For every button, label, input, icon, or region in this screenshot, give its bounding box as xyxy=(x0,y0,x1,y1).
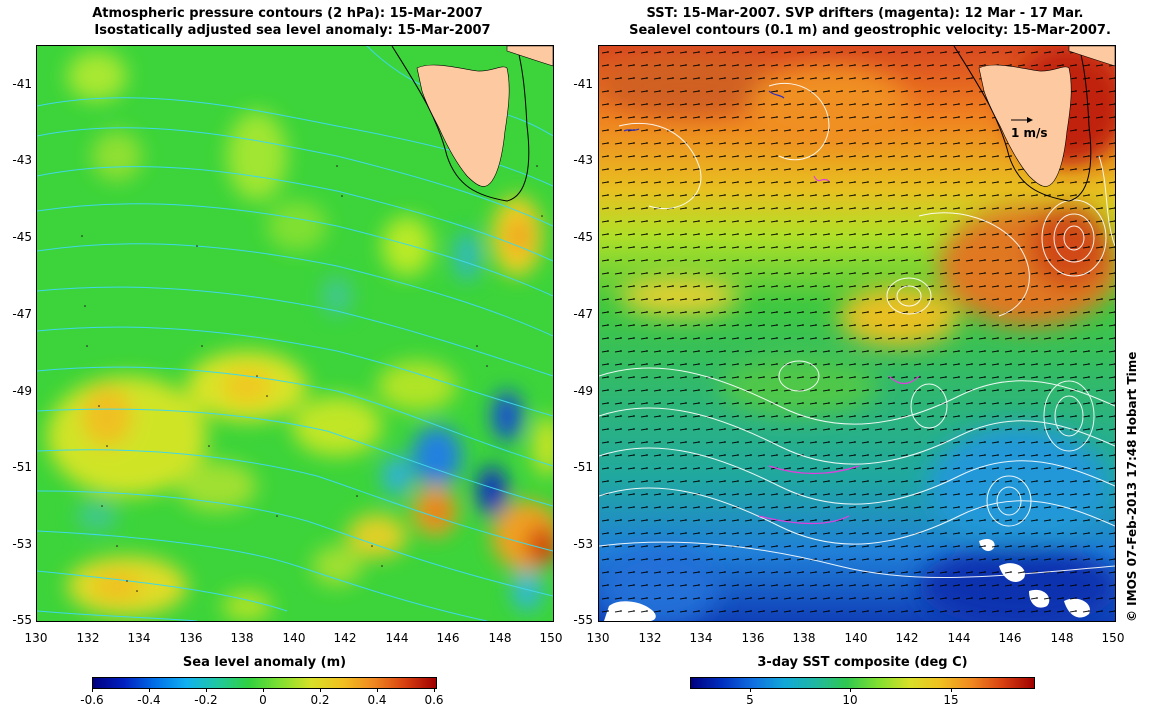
right-y-tick: -51 xyxy=(573,460,593,474)
sealevel-contours xyxy=(599,82,1115,579)
left-x-tick: 150 xyxy=(539,631,563,645)
left-x-tick: 130 xyxy=(24,631,48,645)
right-x-tick: 144 xyxy=(947,631,971,645)
left-x-tick: 148 xyxy=(488,631,512,645)
right-x-tick: 140 xyxy=(844,631,868,645)
left-y-tick: -51 xyxy=(12,460,32,474)
left-x-tick: 144 xyxy=(385,631,409,645)
right-x-tick: 146 xyxy=(998,631,1022,645)
left-y-tick: -53 xyxy=(12,537,32,551)
right-y-tick: -49 xyxy=(573,384,593,398)
tasmania-land-right xyxy=(978,64,1072,187)
left-x-tick: 134 xyxy=(127,631,151,645)
copyright-notice: © IMOS 07-Feb-2013 17:48 Hobart Time xyxy=(1125,351,1139,622)
mainland-land-right xyxy=(1068,46,1115,67)
right-y-tick: -53 xyxy=(573,537,593,551)
right-colorbar-label: 15 xyxy=(943,693,959,707)
pressure-contours xyxy=(37,46,553,621)
right-x-tick: 150 xyxy=(1101,631,1125,645)
left-title-line1: Atmospheric pressure contours (2 hPa): 1… xyxy=(92,6,483,21)
right-y-tick: -55 xyxy=(573,613,593,627)
right-y-tick: -43 xyxy=(573,153,593,167)
drifter-segments-blue xyxy=(623,90,785,132)
left-colorbar-label: 0.6 xyxy=(424,693,444,707)
left-colorbar-label: -0.6 xyxy=(80,693,104,707)
tasmania-land xyxy=(416,64,510,187)
left-x-tick: 136 xyxy=(179,631,203,645)
left-colorbar xyxy=(92,677,437,689)
sla-anomaly-field xyxy=(47,51,553,621)
left-title-line2: Isostatically adjusted sea level anomaly… xyxy=(94,23,491,38)
sst-map-canvas xyxy=(599,46,1115,621)
left-y-tick: -49 xyxy=(12,384,32,398)
right-title-line2: Sealevel contours (0.1 m) and geostrophi… xyxy=(629,23,1111,38)
velocity-scale-label: 1 m/s xyxy=(1011,126,1048,140)
left-x-tick: 142 xyxy=(333,631,357,645)
left-x-tick: 146 xyxy=(436,631,460,645)
left-y-tick: -43 xyxy=(12,153,32,167)
right-colorbar-label: 5 xyxy=(746,693,754,707)
left-x-tick: 138 xyxy=(230,631,254,645)
right-x-tick: 138 xyxy=(792,631,816,645)
right-x-tick: 136 xyxy=(741,631,765,645)
right-x-tick: 142 xyxy=(895,631,919,645)
right-colorbar-title: 3-day SST composite (deg C) xyxy=(757,655,968,670)
right-colorbar-label: 10 xyxy=(842,693,858,707)
right-y-tick: -47 xyxy=(573,307,593,321)
velocity-scale-arrow xyxy=(1011,117,1033,123)
right-y-tick: -41 xyxy=(573,77,593,91)
left-y-tick: -55 xyxy=(12,613,32,627)
sea-level-anomaly-map xyxy=(36,45,554,622)
sla-map-canvas xyxy=(37,46,553,621)
sst-map: 1 m/s xyxy=(598,45,1116,622)
right-x-tick: 130 xyxy=(586,631,610,645)
left-y-tick: -45 xyxy=(12,230,32,244)
sla-speckle xyxy=(81,165,543,592)
left-colorbar-label: 0.4 xyxy=(367,693,387,707)
right-title-line1: SST: 15-Mar-2007. SVP drifters (magenta)… xyxy=(646,6,1084,21)
left-colorbar-label: -0.2 xyxy=(194,693,218,707)
left-colorbar-label: -0.4 xyxy=(137,693,161,707)
left-y-tick: -41 xyxy=(12,77,32,91)
right-y-tick: -45 xyxy=(573,230,593,244)
mainland-land xyxy=(506,46,553,67)
right-colorbar xyxy=(690,677,1035,689)
left-colorbar-label: 0.2 xyxy=(310,693,330,707)
right-x-tick: 134 xyxy=(689,631,713,645)
left-x-tick: 140 xyxy=(282,631,306,645)
right-x-tick: 148 xyxy=(1050,631,1074,645)
left-colorbar-label: 0 xyxy=(259,693,267,707)
right-x-tick: 132 xyxy=(638,631,662,645)
left-y-tick: -47 xyxy=(12,307,32,321)
left-colorbar-title: Sea level anomaly (m) xyxy=(182,655,347,670)
svp-drifter-tracks xyxy=(758,175,920,525)
left-x-tick: 132 xyxy=(76,631,100,645)
